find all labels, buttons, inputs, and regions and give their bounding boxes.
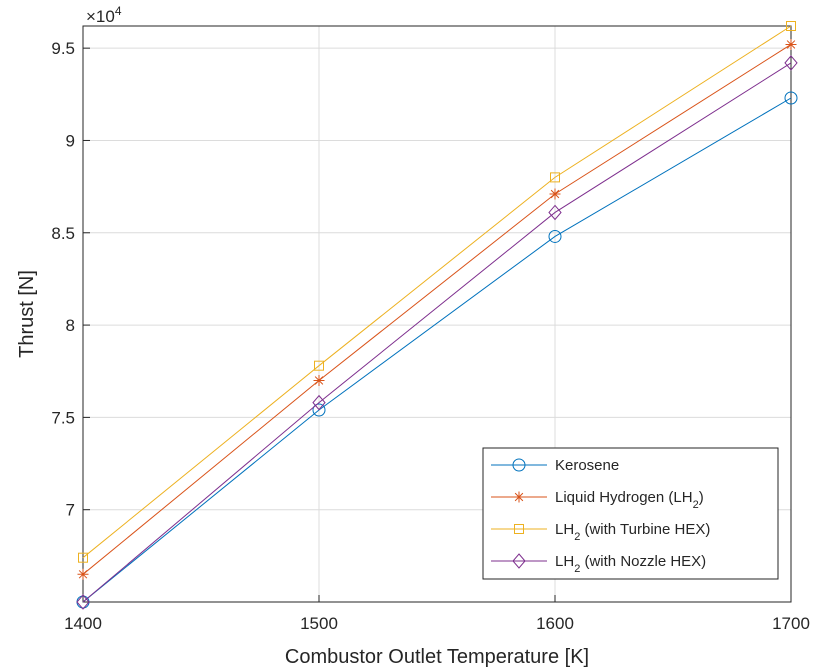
y-tick-label: 9.5 xyxy=(51,39,75,58)
legend-label-suffix: ) xyxy=(699,489,704,506)
legend-label: Kerosene xyxy=(555,457,619,474)
series-asterisk xyxy=(77,38,797,580)
plot-border xyxy=(82,25,792,603)
legend-item: Kerosene xyxy=(491,457,619,474)
series-circle xyxy=(76,91,798,609)
y-axis-label: Thrust [N] xyxy=(16,270,38,358)
legend-label: LH2 (with Nozzle HEX) xyxy=(555,553,706,575)
x-tick-label: 1700 xyxy=(772,614,810,633)
series-diamond xyxy=(76,55,798,610)
data-point-square xyxy=(314,360,324,371)
data-point-circle xyxy=(784,91,798,105)
legend-label-suffix: (with Turbine HEX) xyxy=(580,521,710,538)
legend-label-text: LH xyxy=(555,553,574,570)
legend-label-suffix: (with Nozzle HEX) xyxy=(580,553,706,570)
legend-label-text: Liquid Hydrogen (LH xyxy=(555,489,693,506)
legend-marker-circle xyxy=(512,458,526,472)
y-tick-label: 8.5 xyxy=(51,224,75,243)
y-tick-label: 7.5 xyxy=(51,408,75,427)
series-line xyxy=(82,44,792,575)
exponent-label: ×104 xyxy=(86,4,122,26)
grid-lines xyxy=(82,26,792,602)
data-point-square xyxy=(550,172,560,183)
data-point-circle xyxy=(312,403,326,417)
legend-label-text: Kerosene xyxy=(555,457,619,474)
axis-ticks: 1400 1500 1600 1700 7 7.5 8 8.5 9 9.5 xyxy=(51,39,810,633)
series-group xyxy=(76,21,798,610)
x-tick-label: 1400 xyxy=(64,614,102,633)
x-tick-label: 1600 xyxy=(536,614,574,633)
data-point-square xyxy=(786,21,796,31)
legend-label-subscript: 2 xyxy=(574,531,580,543)
legend-marker-square xyxy=(514,524,524,534)
y-tick-label: 8 xyxy=(66,316,75,335)
data-point-diamond xyxy=(784,55,798,71)
data-point-asterisk xyxy=(77,568,89,580)
legend-marker-asterisk xyxy=(513,491,525,503)
series-square xyxy=(78,21,796,563)
legend-label: LH2 (with Turbine HEX) xyxy=(555,521,710,543)
data-point-diamond xyxy=(548,204,562,221)
y-tick-label: 7 xyxy=(66,501,75,520)
data-point-diamond xyxy=(76,594,90,610)
data-point-asterisk xyxy=(785,38,797,50)
series-line xyxy=(82,25,792,559)
data-point-diamond xyxy=(312,394,326,411)
legend-item: LH2 (with Turbine HEX) xyxy=(491,521,710,543)
exponent-base: ×10 xyxy=(86,7,115,26)
series-line xyxy=(82,97,792,603)
legend-box xyxy=(482,447,779,580)
data-point-asterisk xyxy=(549,188,561,200)
legend-label: Liquid Hydrogen (LH2) xyxy=(555,489,704,511)
x-axis-label: Combustor Outlet Temperature [K] xyxy=(285,646,589,668)
legend-label-subscript: 2 xyxy=(693,499,699,511)
legend-label-subscript: 2 xyxy=(574,563,580,575)
legend-marker-diamond xyxy=(512,553,526,569)
data-point-square xyxy=(78,552,88,563)
data-point-circle xyxy=(548,229,562,243)
legend-item: Liquid Hydrogen (LH2) xyxy=(491,489,704,511)
legend-label-text: LH xyxy=(555,521,574,538)
series-line xyxy=(82,62,792,603)
y-tick-label: 9 xyxy=(66,131,75,150)
data-point-asterisk xyxy=(313,374,325,386)
legend-item: LH2 (with Nozzle HEX) xyxy=(491,553,706,575)
x-tick-label: 1500 xyxy=(300,614,338,633)
exponent-power: 4 xyxy=(115,4,122,18)
